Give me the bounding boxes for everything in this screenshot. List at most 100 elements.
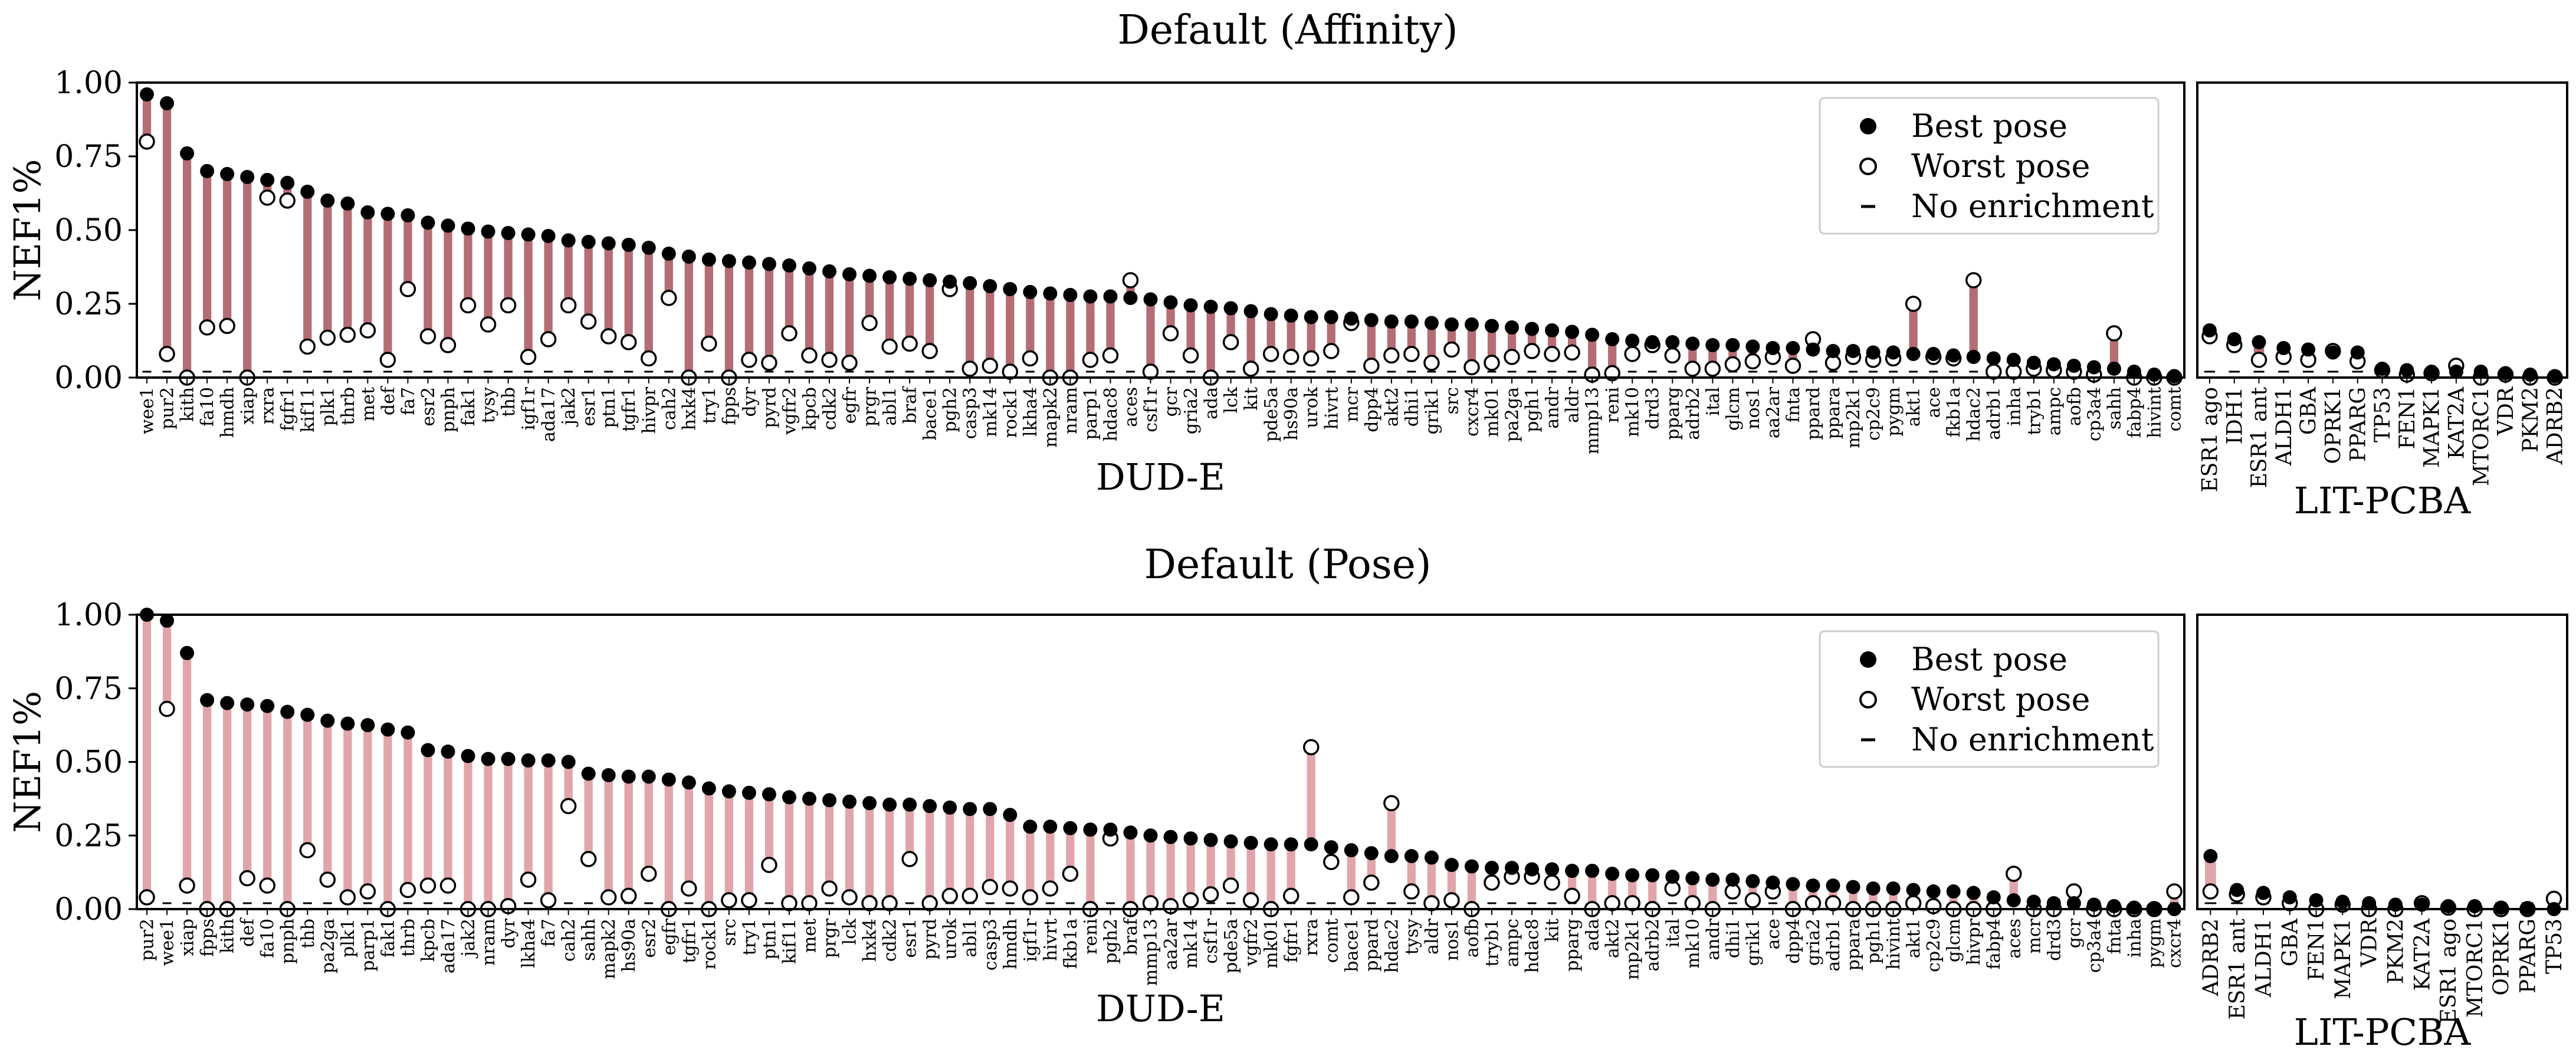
best-pose-point: [1605, 332, 1620, 346]
best-pose-point: [300, 185, 315, 199]
worst-pose-point: [1242, 360, 1259, 377]
x-tick-label: mp2k1: [1843, 387, 1864, 448]
best-pose-point: [340, 196, 355, 211]
best-pose-point: [2026, 356, 2041, 370]
x-tick-label: KAT2A: [2410, 918, 2434, 991]
best-pose-point: [380, 206, 395, 221]
best-pose-point: [721, 784, 736, 799]
x-tick-label: urok: [1301, 386, 1322, 428]
worst-pose-point: [560, 297, 577, 314]
best-pose-point: [200, 164, 215, 178]
y-tick-label: 0.00: [54, 892, 123, 927]
worst-pose-point: [319, 871, 336, 888]
worst-pose-point: [1062, 865, 1079, 882]
x-tick-label: VDR: [2494, 386, 2518, 436]
worst-pose-point: [1302, 350, 1320, 367]
worst-pose-point: [1022, 889, 1039, 906]
legend-worst-label: Worst pose: [1911, 147, 2091, 185]
worst-pose-point: [439, 337, 457, 353]
best-pose-point: [2350, 345, 2365, 360]
best-pose-point: [1484, 861, 1499, 875]
worst-pose-point: [641, 350, 657, 367]
best-pose-point: [1766, 341, 1780, 355]
x-tick-label: ital: [1663, 919, 1684, 947]
best-pose-point: [1083, 289, 1098, 304]
x-tick-label: KAT2A: [2445, 386, 2469, 459]
x-tick-label: aa2ar: [1161, 918, 1182, 970]
x-tick-label: grik1: [1422, 387, 1442, 434]
worst-pose-point: [1343, 889, 1360, 906]
best-pose-point: [581, 235, 596, 249]
worst-pose-point: [1744, 353, 1761, 370]
x-tick-label: kit: [1241, 387, 1262, 411]
worst-pose-point: [399, 881, 416, 898]
best-pose-point: [882, 270, 897, 284]
best-pose-point: [320, 713, 335, 728]
best-pose-point: [963, 802, 977, 816]
x-tick-label: igf1r: [519, 386, 539, 430]
best-pose-point: [1705, 338, 1720, 352]
x-tick-label: FEN1: [2305, 919, 2329, 981]
worst-pose-point: [159, 700, 175, 717]
x-tick-label: akt1: [1904, 919, 1924, 958]
best-pose-point: [802, 791, 816, 806]
x-tick-label: abl1: [960, 919, 981, 957]
x-tick-label: kpcb: [799, 387, 820, 430]
x-tick-label: tysy: [478, 387, 499, 423]
x-tick-label: fak1: [378, 919, 399, 957]
x-tick-label: FEN1: [2395, 387, 2420, 450]
worst-pose-point: [2202, 883, 2219, 900]
worst-pose-point: [641, 865, 657, 882]
best-pose-point: [1946, 884, 1961, 899]
x-tick-label: aofb: [1462, 919, 1482, 957]
best-pose-point: [1424, 316, 1439, 330]
best-pose-point: [441, 745, 455, 759]
x-tick-label: pgh2: [940, 387, 961, 432]
best-pose-point: [1886, 345, 1901, 360]
best-pose-point: [2256, 886, 2270, 900]
best-pose-point: [1243, 304, 1258, 319]
plot-frame: [136, 614, 2186, 910]
worst-pose-point: [580, 851, 597, 867]
best-pose-point: [240, 697, 255, 712]
worst-pose-point: [1443, 341, 1460, 358]
best-pose-point: [2309, 893, 2324, 908]
worst-pose-point: [841, 889, 858, 906]
best-pose-point: [2424, 365, 2439, 379]
x-tick-label: mcr: [2024, 918, 2045, 953]
worst-pose-point: [2166, 883, 2183, 900]
best-pose-point: [1344, 843, 1358, 858]
worst-pose-point: [2006, 865, 2022, 882]
best-pose-point: [2473, 365, 2488, 379]
worst-pose-point: [1423, 355, 1440, 371]
worst-pose-point: [701, 335, 717, 352]
best-pose-point: [1043, 819, 1058, 834]
x-axis-label: DUD-E: [1096, 455, 1225, 499]
best-pose-point: [1565, 324, 1580, 339]
x-tick-label: mp2k1: [1623, 919, 1643, 980]
best-pose-point: [741, 785, 756, 800]
x-tick-label: gcr: [1161, 386, 1182, 417]
best-pose-point: [501, 752, 516, 766]
best-pose-point: [1324, 840, 1338, 855]
x-tick-label: ampc: [2044, 387, 2065, 435]
best-pose-point: [1103, 289, 1118, 304]
x-tick-label: egfr: [840, 386, 861, 424]
best-pose-point: [561, 755, 576, 769]
x-tick-label: sahh: [2104, 387, 2125, 429]
worst-pose-point: [540, 892, 557, 909]
chart-pose: Default (Pose) NEF1% 0.00 0.25 0.50 0.75 1.00…: [6, 542, 2568, 1054]
best-pose-point: [2006, 353, 2021, 367]
x-tick-label: andr: [1703, 918, 1724, 960]
x-tick-label: nram: [478, 919, 499, 966]
best-pose-point: [1003, 808, 1018, 822]
x-tick-label: def: [378, 386, 399, 415]
x-tick-label: esr2: [418, 387, 439, 427]
worst-pose-point: [921, 343, 938, 359]
legend-box: [1819, 630, 2160, 768]
best-pose-point: [1505, 320, 1520, 334]
worst-pose-point: [1122, 272, 1139, 288]
best-pose-point: [1243, 835, 1258, 850]
best-pose-point: [1525, 862, 1540, 877]
